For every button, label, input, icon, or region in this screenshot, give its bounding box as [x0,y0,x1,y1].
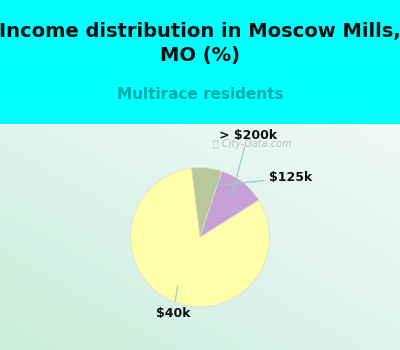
Wedge shape [200,171,259,237]
Text: Multirace residents: Multirace residents [117,87,283,102]
Wedge shape [192,168,222,237]
Text: > $200k: > $200k [219,129,277,194]
Text: $125k: $125k [208,172,313,186]
Wedge shape [130,168,270,307]
Text: $40k: $40k [156,286,190,320]
Text: ⓘ City-Data.com: ⓘ City-Data.com [213,139,291,149]
Text: Income distribution in Moscow Mills,
MO (%): Income distribution in Moscow Mills, MO … [0,22,400,65]
